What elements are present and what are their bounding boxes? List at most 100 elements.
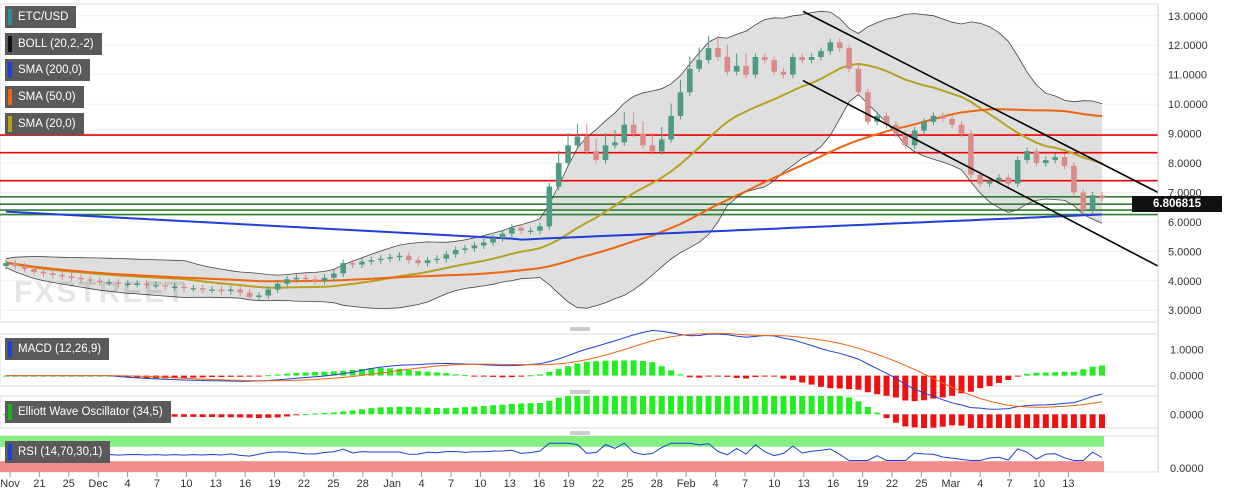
ewo-histogram-bar (565, 396, 572, 415)
x-tick-label: 25 (327, 478, 339, 490)
candle-body (237, 289, 243, 293)
legend-etc-usd[interactable]: ETC/USD (5, 6, 77, 28)
candle-body (284, 279, 290, 284)
ewo-histogram-bar (424, 407, 431, 415)
candle-body (415, 260, 421, 264)
candle-body (911, 130, 918, 146)
candle-body (640, 133, 646, 146)
x-tick-label: 16 (239, 478, 251, 490)
bollinger-lower (5, 93, 1103, 309)
x-tick-label: 16 (533, 478, 545, 490)
legend-rsi[interactable]: RSI (14,70,30,1) (5, 441, 111, 463)
ewo-histogram-bar (555, 397, 562, 415)
macd-histogram-bar (611, 360, 618, 376)
candle-body (387, 257, 393, 259)
legend-label: Elliott Wave Oscillator (34,5) (18, 406, 163, 418)
candle-body (209, 289, 215, 291)
ewo-histogram-bar (686, 396, 693, 415)
candle-body (321, 277, 328, 281)
legend-boll[interactable]: BOLL (20,2,-2) (5, 33, 102, 55)
candle-body (546, 186, 553, 227)
candle-body (630, 124, 637, 134)
candle-body (50, 273, 56, 275)
legend-swatch (8, 404, 12, 420)
candle-body (406, 255, 412, 261)
ewo-histogram-bar (433, 407, 440, 415)
candle-body (181, 286, 187, 289)
macd-histogram-bar (733, 375, 740, 378)
candle-body (59, 274, 66, 277)
legend-sma-200[interactable]: SMA (200,0) (5, 59, 90, 81)
candle-body (921, 121, 927, 131)
macd-histogram-bar (724, 375, 731, 377)
legend-elliott-wave[interactable]: Elliott Wave Oscillator (34,5) (5, 401, 171, 423)
macd-histogram-bar (1052, 372, 1059, 376)
x-tick-label: 21 (33, 478, 45, 490)
legend-label: BOLL (20,2,-2) (18, 38, 94, 50)
macd-histogram-bar (490, 375, 497, 377)
ewo-histogram-bar (499, 404, 506, 415)
y-tick-label: 0.0000 (1170, 463, 1204, 475)
ewo-histogram-bar (1089, 414, 1096, 428)
x-tick-label: 4 (419, 478, 425, 490)
ewo-histogram-bar (724, 396, 731, 415)
x-tick-label: 10 (1033, 478, 1045, 490)
ewo-histogram-bar (939, 414, 946, 427)
candle-body (265, 289, 272, 296)
current-price-tag: 6.806815 (1132, 196, 1222, 212)
candle-body (1061, 157, 1068, 166)
ewo-histogram-bar (255, 414, 262, 418)
legend-macd[interactable]: MACD (12,26,9) (5, 338, 110, 360)
ewo-histogram-bar (1024, 414, 1031, 428)
candle-body (836, 42, 843, 49)
candle-body (302, 277, 309, 280)
macd-histogram-bar (405, 370, 412, 376)
candle-body (143, 283, 150, 286)
candle-body (199, 288, 206, 290)
legend-sma-20[interactable]: SMA (20,0) (5, 113, 84, 135)
candle-body (78, 277, 84, 280)
candle-body (818, 51, 824, 57)
macd-line (6, 329, 1103, 410)
ewo-histogram-bar (321, 412, 328, 415)
legend-swatch (8, 89, 12, 105)
macd-histogram-bar (377, 367, 384, 376)
ewo-histogram-bar (527, 403, 534, 415)
x-tick-label: Jan (383, 478, 401, 490)
macd-histogram-bar (846, 375, 853, 390)
legend-sma-50[interactable]: SMA (50,0) (5, 86, 84, 108)
ewo-histogram-bar (209, 414, 216, 418)
ewo-histogram-bar (883, 414, 890, 419)
macd-histogram-bar (255, 375, 262, 377)
ewo-histogram-bar (611, 396, 618, 415)
y-tick-label: 9.0000 (1168, 129, 1202, 141)
macd-histogram-bar (312, 372, 319, 376)
candle-body (902, 133, 909, 146)
legend-swatch (8, 341, 12, 357)
macd-histogram-bar (752, 375, 759, 378)
candle-body (761, 57, 768, 60)
candle-body (827, 42, 834, 52)
ewo-histogram-bar (967, 414, 974, 428)
y-tick-label: 3.0000 (1168, 305, 1202, 317)
macd-histogram-bar (209, 375, 216, 378)
macd-histogram-bar (1089, 366, 1096, 376)
macd-histogram-bar (761, 375, 768, 377)
macd-histogram-bar (836, 375, 843, 389)
ewo-histogram-bar (733, 396, 740, 415)
macd-histogram-bar (827, 375, 834, 389)
candle-body (377, 258, 384, 261)
macd-histogram-bar (518, 375, 525, 377)
ewo-histogram-bar (358, 409, 365, 415)
macd-histogram-bar (808, 375, 815, 385)
macd-histogram-bar (293, 372, 300, 376)
candle-body (705, 48, 712, 60)
ewo-histogram-bar (630, 396, 637, 415)
macd-histogram-bar (424, 371, 431, 376)
macd-histogram-bar (677, 374, 684, 376)
candle-body (621, 124, 628, 143)
macd-histogram-bar (180, 375, 187, 378)
candle-body (124, 283, 131, 285)
ewo-histogram-bar (799, 396, 806, 415)
macd-histogram-bar (817, 375, 824, 387)
